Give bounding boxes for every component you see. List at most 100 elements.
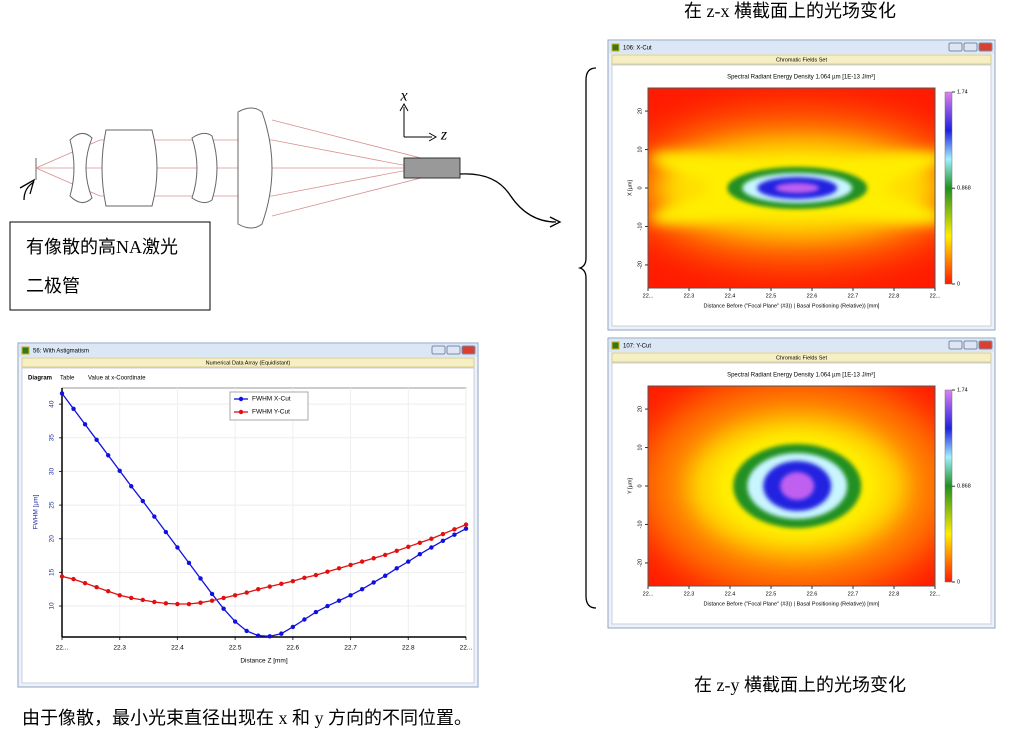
window-button[interactable] bbox=[978, 42, 993, 52]
point bbox=[256, 587, 261, 592]
band-title: Chromatic Fields Set bbox=[776, 57, 828, 63]
point bbox=[59, 574, 65, 579]
diode-label: 二极管 bbox=[26, 276, 80, 296]
point bbox=[417, 552, 423, 557]
point bbox=[152, 514, 157, 519]
point bbox=[71, 406, 76, 412]
window-button[interactable] bbox=[461, 345, 476, 355]
top-caption: 在 z-x 横截面上的光场变化 bbox=[684, 1, 896, 21]
axis-label: x bbox=[399, 88, 407, 105]
x-axis-label: Distance Z [mm] bbox=[240, 658, 288, 665]
y-tick-label: 0 bbox=[637, 484, 643, 487]
tab[interactable]: Value at x-Coordinate bbox=[88, 376, 146, 382]
point bbox=[371, 556, 376, 561]
point bbox=[267, 634, 272, 639]
line bbox=[61, 392, 467, 637]
y-tick-label: 0 bbox=[637, 186, 643, 189]
x-tick-label: 22.3 bbox=[113, 645, 126, 652]
point bbox=[463, 522, 469, 527]
window-button[interactable] bbox=[948, 42, 963, 52]
point bbox=[290, 578, 296, 584]
point bbox=[94, 437, 99, 443]
point bbox=[105, 589, 111, 594]
legend-label: FWHM Y-Cut bbox=[252, 409, 290, 416]
title-bar bbox=[609, 339, 994, 352]
window-button[interactable] bbox=[963, 340, 978, 350]
x-tick-label: 22.5 bbox=[766, 591, 777, 597]
window-title: 107: Y-Cut bbox=[623, 344, 651, 350]
point bbox=[325, 569, 330, 574]
point bbox=[279, 631, 284, 636]
label-box bbox=[9, 221, 211, 311]
point bbox=[394, 548, 399, 554]
point bbox=[221, 606, 226, 611]
point bbox=[267, 584, 272, 589]
point bbox=[256, 633, 261, 638]
point bbox=[383, 573, 388, 578]
bracket bbox=[577, 67, 597, 609]
point bbox=[117, 468, 122, 473]
point bbox=[140, 597, 145, 603]
field-window: 106: X-Cut Chromatic Fields Set Spectral R… bbox=[607, 39, 996, 331]
window-icon bbox=[21, 346, 30, 355]
colorbar-label: 1.74 bbox=[957, 387, 968, 393]
point bbox=[406, 559, 411, 564]
point bbox=[221, 595, 226, 601]
diode-label: 有像散的高NA激光 bbox=[26, 237, 178, 257]
point bbox=[129, 595, 134, 601]
point bbox=[279, 581, 284, 587]
tab[interactable]: Diagram bbox=[28, 376, 52, 382]
field-region bbox=[775, 183, 820, 193]
window-button[interactable] bbox=[431, 345, 446, 355]
plot-title: Spectral Radiant Energy Density 1.064 µm… bbox=[727, 373, 875, 379]
window-button[interactable] bbox=[963, 42, 978, 52]
colorbar-label: 0 bbox=[957, 579, 960, 585]
window-icon bbox=[611, 341, 620, 350]
y-tick-label: 10 bbox=[49, 602, 56, 610]
point bbox=[440, 538, 446, 543]
title-bar bbox=[19, 344, 477, 357]
point bbox=[394, 566, 399, 571]
point bbox=[429, 536, 434, 541]
point bbox=[244, 628, 249, 634]
y-axis-label: X [µm] bbox=[627, 180, 633, 196]
band-title: Chromatic Fields Set bbox=[776, 355, 828, 361]
point bbox=[406, 544, 411, 550]
point bbox=[94, 585, 99, 590]
tab[interactable]: Table bbox=[60, 376, 75, 382]
point bbox=[209, 591, 215, 597]
field-window: 107: Y-Cut Chromatic Fields Set Spectral R… bbox=[607, 337, 996, 629]
y-tick-label: 35 bbox=[49, 434, 56, 442]
point bbox=[244, 590, 249, 595]
legend-label: FWHM X-Cut bbox=[252, 396, 291, 403]
point bbox=[82, 580, 88, 586]
point bbox=[359, 559, 365, 564]
band bbox=[21, 357, 475, 368]
bottom-caption: 在 z-y 横截面上的光场变化 bbox=[694, 675, 906, 695]
axis-label: z bbox=[440, 127, 448, 144]
y-tick-label: 30 bbox=[49, 467, 56, 475]
point bbox=[232, 619, 238, 624]
heatmap bbox=[648, 88, 935, 288]
window-button[interactable] bbox=[978, 340, 993, 350]
point bbox=[209, 598, 215, 603]
y-axis-label: Y [µm] bbox=[627, 478, 633, 494]
point bbox=[175, 545, 180, 550]
x-tick-label: 22.7 bbox=[344, 645, 357, 652]
x-tick-label: 22... bbox=[460, 645, 473, 652]
field-region bbox=[780, 472, 815, 500]
band bbox=[611, 352, 992, 363]
y-tick-label: 40 bbox=[49, 400, 56, 408]
x-tick-label: 22... bbox=[930, 591, 941, 597]
window-button[interactable] bbox=[948, 340, 963, 350]
point bbox=[336, 566, 342, 571]
colorbar-label: 0.868 bbox=[957, 186, 971, 192]
point bbox=[463, 526, 469, 531]
x-tick-label: 22.7 bbox=[848, 293, 859, 299]
x-axis-label: Distance Before ("Focal Plane" (#3)) | B… bbox=[704, 303, 880, 309]
point bbox=[140, 498, 145, 504]
x-tick-label: 22.4 bbox=[725, 293, 736, 299]
window-button[interactable] bbox=[446, 345, 461, 355]
y-tick-label: 10 bbox=[637, 146, 643, 152]
point bbox=[440, 531, 446, 537]
